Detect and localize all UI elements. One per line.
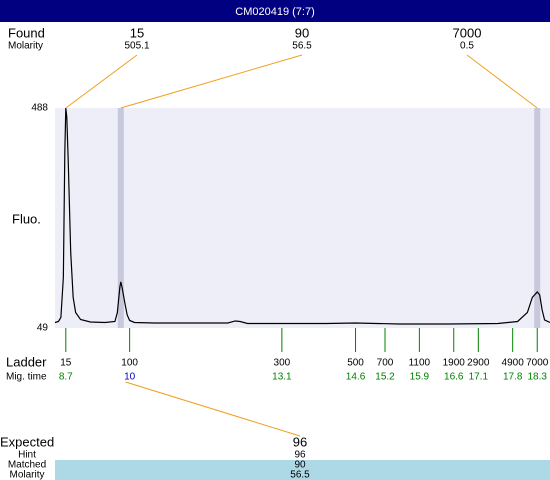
ladder-size: 1900: [443, 358, 466, 369]
found-size: 90: [295, 25, 309, 40]
plot-area: [55, 108, 550, 328]
ladder-size: 300: [274, 358, 291, 369]
matched-row-bg: [55, 460, 550, 480]
ladder-size: 15: [60, 358, 72, 369]
expected-link: [125, 381, 301, 437]
found-link: [120, 54, 303, 109]
header-bar: [0, 0, 550, 22]
ladder-size: 700: [377, 358, 394, 369]
ladder-size: 1100: [409, 358, 431, 369]
found-label: Found: [8, 25, 45, 40]
ladder-time: 15.2: [375, 372, 395, 383]
ladder-time: 13.1: [272, 372, 292, 383]
ladder-time: 8.7: [59, 372, 73, 383]
ladder-sub-label: Mig. time: [6, 372, 47, 383]
expected-value: 96: [293, 434, 307, 449]
found-molarity: 0.5: [460, 41, 474, 52]
found-molarity: 56.5: [292, 41, 312, 52]
ladder-time: 15.9: [410, 372, 430, 383]
found-size: 7000: [453, 25, 482, 40]
ladder-time: 16.6: [444, 372, 464, 383]
ladder-size: 2900: [467, 358, 490, 369]
ladder-size: 100: [121, 358, 138, 369]
ladder-time: 10: [124, 372, 136, 383]
ladder-time: 17.1: [469, 372, 489, 383]
found-size: 15: [130, 25, 144, 40]
expected-row-label: Hint: [18, 450, 36, 461]
found-sub-label: Molarity: [8, 41, 43, 52]
ladder-time: 14.6: [346, 372, 366, 383]
expected-row-value: 90: [294, 460, 306, 471]
found-molarity: 505.1: [124, 41, 149, 52]
expected-row-value: 96: [294, 450, 306, 461]
y-tick-label: 49: [37, 323, 49, 334]
ladder-size: 4900: [502, 358, 525, 369]
header-title: CM020419 (7:7): [235, 6, 315, 18]
peak-band: [534, 108, 541, 328]
found-link: [65, 54, 138, 109]
found-link: [466, 54, 538, 109]
y-label: Fluo.: [12, 211, 41, 226]
trace: [54, 107, 550, 325]
peak-band: [117, 108, 124, 328]
expected-row-label: Matched: [8, 460, 46, 471]
ladder-time: 17.8: [503, 372, 523, 383]
ladder-label: Ladder: [6, 354, 47, 369]
expected-label: Expected: [0, 434, 54, 449]
ladder-size: 7000: [526, 358, 549, 369]
y-tick-label: 488: [31, 103, 48, 114]
ladder-time: 18.3: [527, 372, 547, 383]
ladder-size: 500: [347, 358, 364, 369]
expected-row-value: 56.5: [290, 470, 310, 480]
expected-row-label: Molarity: [9, 470, 44, 480]
